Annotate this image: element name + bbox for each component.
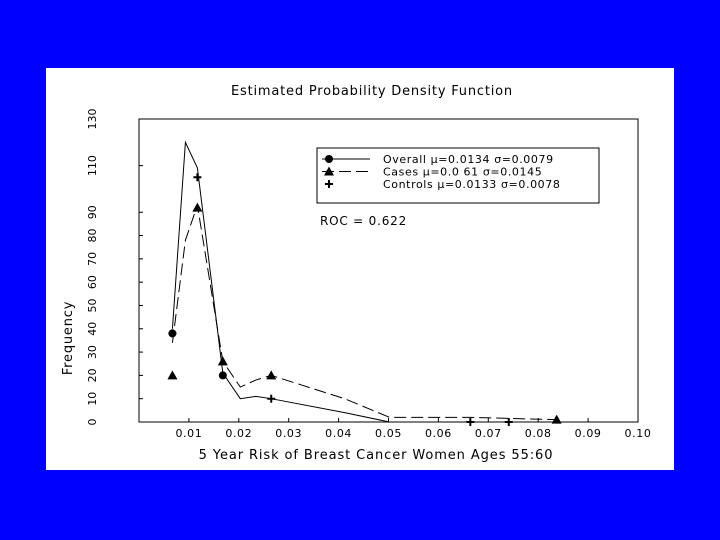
point-cases [217,356,228,366]
y-tick-label: 110 [86,155,99,176]
y-tick-label: 70 [86,252,99,266]
point-cases [266,370,277,380]
legend-marker-overall [325,155,333,163]
y-tick-label: 50 [86,298,99,312]
point-controls [193,173,202,182]
x-tick-label: 0.01 [175,427,202,440]
legend-label-cases: Cases μ=0.0 61 σ=0.0145 [383,166,542,179]
point-cases [192,202,203,212]
legend-marker-cases [324,166,334,176]
y-tick-label: 60 [86,275,99,289]
x-tick-label: 0.05 [375,427,402,440]
x-tick-label: 0.10 [625,427,652,440]
point-controls [466,418,475,426]
point-controls [504,418,513,426]
point-controls [267,394,276,403]
x-tick-label: 0.08 [525,427,552,440]
x-tick-label: 0.07 [475,427,502,440]
series-line-cases [171,205,557,421]
point-cases [167,370,178,380]
y-tick-label: 40 [86,322,99,336]
chart-title: Estimated Probability Density Function [231,84,513,99]
y-tick-label: 10 [86,392,99,406]
x-tick-label: 0.03 [275,427,302,440]
legend-label-overall: Overall μ=0.0134 σ=0.0079 [383,153,554,166]
roc-annotation: ROC = 0.622 [320,214,407,228]
legend-box [316,147,600,204]
y-tick-label: 130 [86,109,99,130]
y-tick-label: 80 [86,229,99,243]
x-axis-label: 5 Year Risk of Breast Cancer Women Ages … [199,448,554,463]
chart-svg: Estimated Probability Density Function F… [61,84,651,463]
y-tick-label: 20 [86,368,99,382]
x-tick-label: 0.06 [425,427,452,440]
x-tick-label: 0.09 [575,427,602,440]
y-tick-label: 0 [86,419,99,426]
y-tick-label: 30 [86,345,99,359]
series-line-overall [171,140,638,423]
plot-layer: 0.01 0.02 0.03 0.04 0.05 0.06 0.07 0.08 0.09 0.10… [86,109,651,441]
point-cases [551,414,562,424]
chart-panel: Estimated Probability Density Function F… [46,68,674,470]
y-axis-label: Frequency [61,301,76,375]
point-overall [218,371,227,380]
x-tick-label: 0.02 [225,427,252,440]
y-tick-label: 90 [86,205,99,219]
legend-marker-controls [325,180,333,188]
point-controls [168,329,177,338]
x-tick-label: 0.04 [325,427,352,440]
legend-label-controls: Controls μ=0.0133 σ=0.0078 [383,178,560,191]
